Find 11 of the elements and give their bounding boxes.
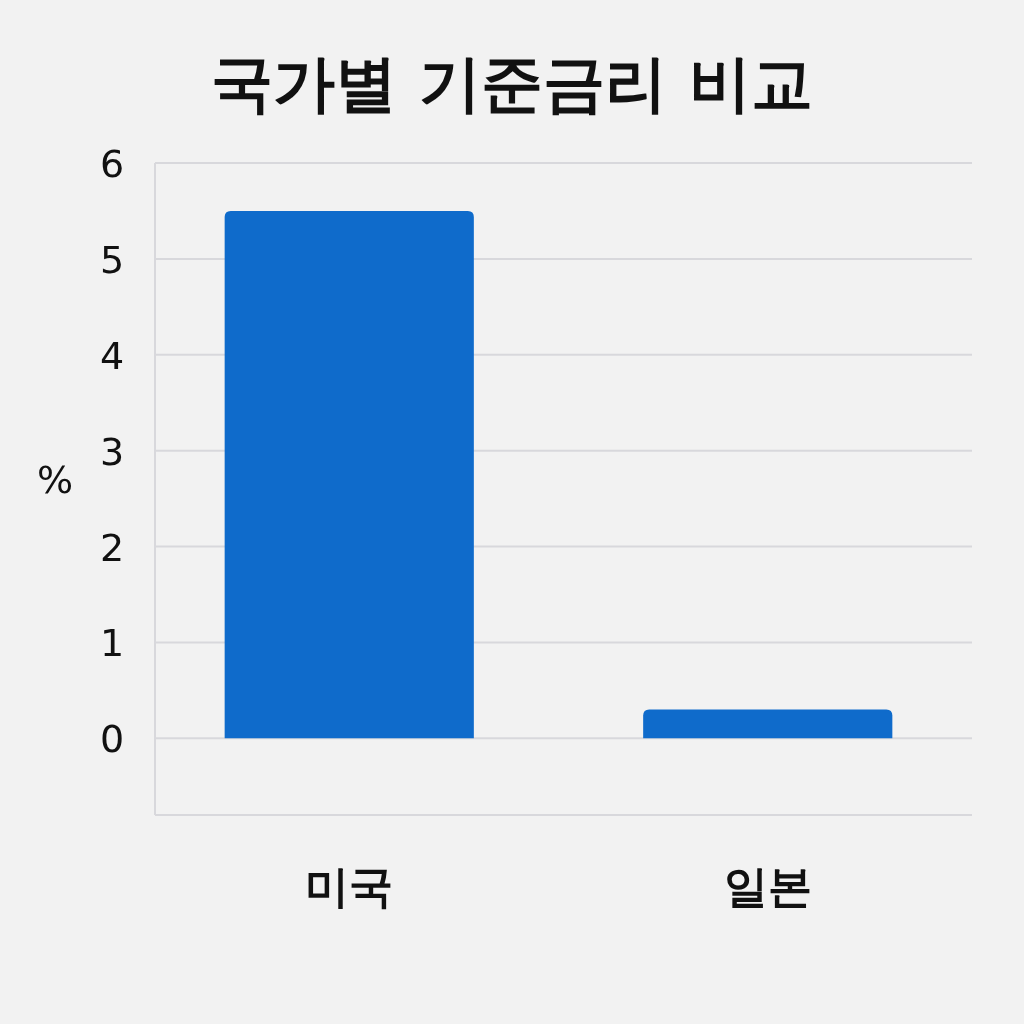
- y-tick-label: 6: [99, 142, 125, 186]
- chart-title: 국가별 기준금리 비교: [211, 47, 813, 120]
- y-axis-title: %: [36, 458, 74, 502]
- y-tick-label: 2: [99, 525, 125, 570]
- x-tick-label: 일본: [723, 861, 812, 912]
- x-tick-label: 미국: [305, 861, 394, 912]
- y-tick-label: 1: [99, 621, 125, 666]
- y-tick-label: 5: [99, 237, 125, 282]
- y-tick-label: 3: [99, 429, 125, 474]
- y-tick-label: 4: [99, 333, 125, 378]
- y-tick-label: 0: [99, 717, 125, 762]
